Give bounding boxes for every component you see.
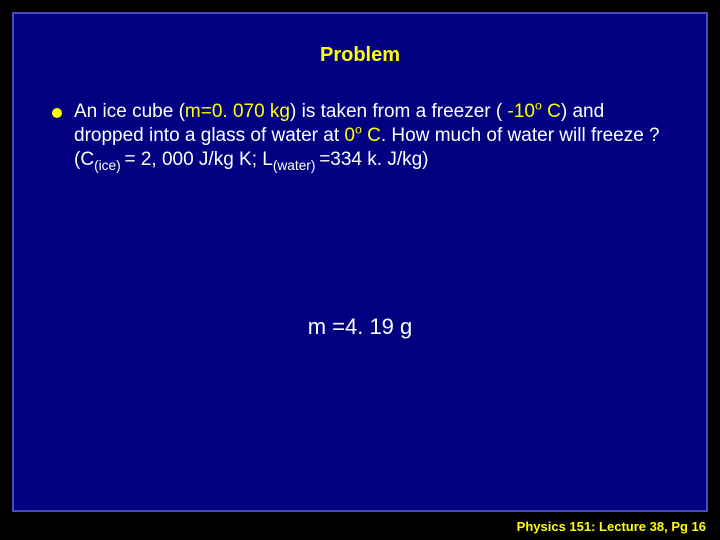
mass-highlight: m=0. 070 kg — [185, 101, 290, 122]
temp2-value: 0 — [344, 125, 355, 146]
temp1-highlight: -10o C — [508, 101, 561, 122]
temp1-unit: C — [542, 101, 561, 122]
c-subscript: (ice) — [94, 157, 124, 172]
bullet-dot-icon — [52, 108, 62, 118]
l-subscript: (water) — [273, 157, 319, 172]
slide: Problem An ice cube (m=0. 070 kg) is tak… — [12, 12, 708, 512]
slide-title: Problem — [14, 44, 706, 67]
temp2-highlight: 0o C — [344, 125, 380, 146]
answer-text: m =4. 19 g — [14, 314, 706, 340]
temp1-value: -10 — [508, 101, 535, 122]
text-fragment: =334 k. J/kg) — [319, 149, 428, 170]
bullet-item: An ice cube (m=0. 070 kg) is taken from … — [52, 100, 672, 171]
text-fragment: = 2, 000 J/kg K; L — [124, 149, 272, 170]
problem-text: An ice cube (m=0. 070 kg) is taken from … — [74, 100, 672, 171]
degree-superscript: o — [355, 122, 362, 136]
text-fragment: An ice cube ( — [74, 101, 185, 122]
temp2-unit: C — [362, 125, 381, 146]
text-fragment: ) is taken from a freezer ( — [290, 101, 508, 122]
degree-superscript: o — [535, 99, 542, 113]
footer-text: Physics 151: Lecture 38, Pg 16 — [517, 519, 706, 534]
